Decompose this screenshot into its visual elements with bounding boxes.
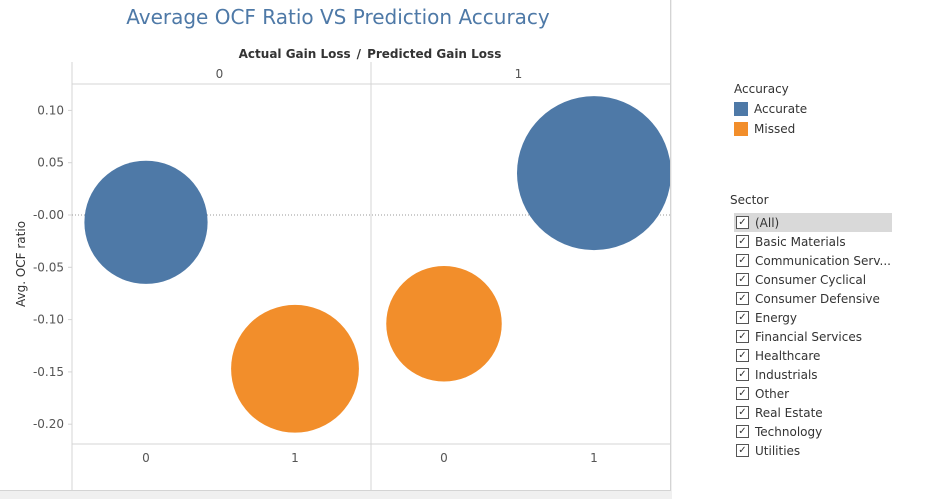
bubble-missed <box>231 304 359 433</box>
sector-filter-item[interactable]: ✓ Healthcare <box>734 346 892 365</box>
y-tick-label: 0.05 <box>37 156 64 170</box>
legend-item-missed[interactable]: Missed <box>734 121 795 137</box>
checkbox-checked-icon[interactable]: ✓ <box>736 254 749 267</box>
pane-label: 0 <box>216 67 224 81</box>
sector-filter-label: Consumer Cyclical <box>755 272 867 287</box>
sector-filter-item[interactable]: ✓ Consumer Defensive <box>734 289 892 308</box>
filter-title: Sector <box>730 193 769 207</box>
subcolumn-header-label: Predicted Gain Loss <box>367 47 501 61</box>
legend-swatch-accurate <box>734 102 748 116</box>
checkbox-checked-icon[interactable]: ✓ <box>736 330 749 343</box>
checkbox-checked-icon[interactable]: ✓ <box>736 273 749 286</box>
checkbox-checked-icon[interactable]: ✓ <box>736 444 749 457</box>
bubble-accurate <box>517 96 670 251</box>
sector-filter-label: Energy <box>755 310 798 325</box>
sector-filter-item[interactable]: ✓ Consumer Cyclical <box>734 270 892 289</box>
x-tick-label: 1 <box>590 451 598 465</box>
sector-filter-item[interactable]: ✓ Basic Materials <box>734 232 892 251</box>
checkbox-checked-icon[interactable]: ✓ <box>736 425 749 438</box>
sector-filter-label: Basic Materials <box>755 234 846 249</box>
chart-title: Average OCF Ratio VS Prediction Accuracy <box>126 5 550 29</box>
sector-filter-list: ✓ (All) ✓ Basic Materials ✓ Communication Ser… <box>734 213 892 460</box>
legend-swatch-missed <box>734 122 748 136</box>
sector-filter-label: Real Estate <box>755 405 823 420</box>
sector-filter-item[interactable]: ✓ Real Estate <box>734 403 892 422</box>
x-tick-label: 0 <box>440 451 448 465</box>
column-header: Actual Gain Loss / Predicted Gain Loss <box>239 47 502 61</box>
viz-pane: Actual Gain Loss / Predicted Gain Loss 0 0 1 1… <box>0 0 671 491</box>
y-tick-label: -0.00 <box>33 208 64 222</box>
sector-filter-item[interactable]: ✓ Financial Services <box>734 327 892 346</box>
sector-filter-label: Other <box>755 386 790 401</box>
legend-item-accurate[interactable]: Accurate <box>734 101 807 117</box>
side-panel: Accuracy Accurate Missed Sector ✓ (All) ✓ B… <box>672 0 941 499</box>
y-tick-label: -0.05 <box>33 260 64 274</box>
checkbox-checked-icon[interactable]: ✓ <box>736 292 749 305</box>
sector-filter-label: Communication Serv... <box>755 253 891 268</box>
sector-filter-item[interactable]: ✓ Energy <box>734 308 892 327</box>
sector-filter-label: Financial Services <box>755 329 862 344</box>
column-header-label: Actual Gain Loss <box>239 47 351 61</box>
sector-filter-label: Industrials <box>755 367 818 382</box>
y-tick-label: -0.15 <box>33 365 64 379</box>
sector-filter-item[interactable]: ✓ Technology <box>734 422 892 441</box>
sector-filter-item[interactable]: ✓ Communication Serv... <box>734 251 892 270</box>
sector-filter-item[interactable]: ✓ Utilities <box>734 441 892 460</box>
sector-filter-label: Consumer Defensive <box>755 291 880 306</box>
x-tick-label: 0 <box>142 451 150 465</box>
checkbox-checked-icon[interactable]: ✓ <box>736 368 749 381</box>
legend-title: Accuracy <box>734 82 789 96</box>
legend-label: Accurate <box>754 102 808 116</box>
column-header-separator: / <box>357 47 362 61</box>
sector-filter-item[interactable]: ✓ Industrials <box>734 365 892 384</box>
y-tick-label: 0.10 <box>37 103 64 117</box>
sector-filter-label: Healthcare <box>755 348 821 363</box>
checkbox-checked-icon[interactable]: ✓ <box>736 216 749 229</box>
y-tick-label: -0.10 <box>33 313 64 327</box>
checkbox-checked-icon[interactable]: ✓ <box>736 235 749 248</box>
sector-filter-label: (All) <box>755 215 780 230</box>
sector-filter-item[interactable]: ✓ Other <box>734 384 892 403</box>
checkbox-checked-icon[interactable]: ✓ <box>736 311 749 324</box>
checkbox-checked-icon[interactable]: ✓ <box>736 349 749 362</box>
checkbox-checked-icon[interactable]: ✓ <box>736 406 749 419</box>
bubble-accurate <box>84 160 208 284</box>
x-tick-label: 1 <box>291 451 299 465</box>
pane-label: 1 <box>515 67 523 81</box>
y-axis-label: Avg. OCF ratio <box>14 221 28 307</box>
checkbox-checked-icon[interactable]: ✓ <box>736 387 749 400</box>
sector-filter-item[interactable]: ✓ (All) <box>734 213 892 232</box>
bubble-missed <box>386 266 502 382</box>
legend-label: Missed <box>754 122 796 136</box>
sector-filter-label: Technology <box>755 424 823 439</box>
y-tick-label: -0.20 <box>33 417 64 431</box>
sector-filter-label: Utilities <box>755 443 801 458</box>
scatter-chart: Actual Gain Loss / Predicted Gain Loss 0 0 1 1… <box>14 47 670 490</box>
